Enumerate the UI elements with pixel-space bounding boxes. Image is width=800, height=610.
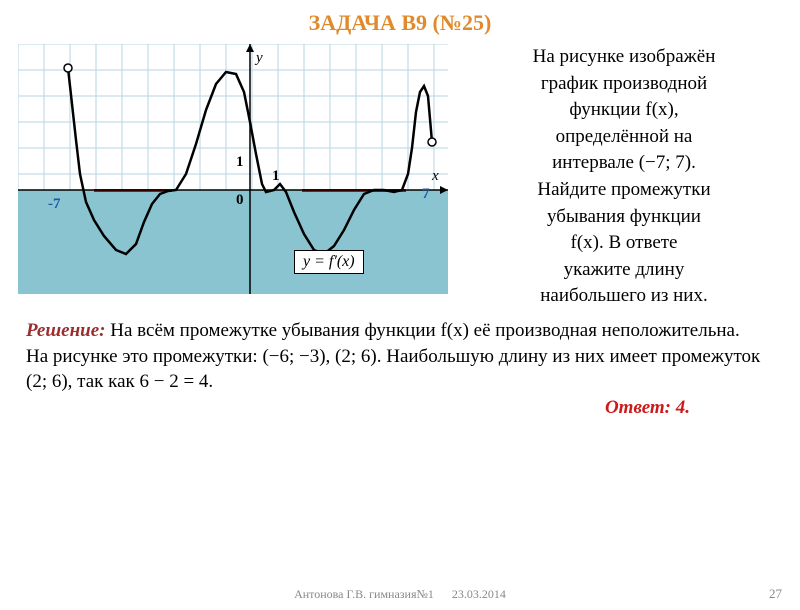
problem-line: На рисунке изображён [466,44,782,71]
problem-line: определённой на [466,124,782,151]
label-pos7: 7 [422,186,430,203]
label-neg7: -7 [48,196,61,213]
problem-statement: На рисунке изображён график производной … [448,44,782,310]
y-axis-label: y [256,50,263,67]
equation-box: y = f′(x) [294,250,364,274]
answer-label: Ответ: 4. [0,397,800,419]
problem-line: Найдите промежутки [466,177,782,204]
solution-text-1: На всём промежутке убывания функции f(x)… [106,320,740,341]
derivative-graph: y x 1 1 0 -7 7 y = f′(x) [18,44,448,294]
solution-label: Решение: [26,320,106,341]
label-one-y: 1 [236,154,244,171]
problem-line: график производной [466,71,782,98]
x-axis-label: x [432,168,439,185]
label-zero: 0 [236,192,244,209]
curve-svg [18,44,448,294]
problem-line: функции f(x), [466,97,782,124]
problem-line: интервале (−7; 7). [466,150,782,177]
problem-line: наибольшего из них. [466,283,782,310]
content-row: y x 1 1 0 -7 7 y = f′(x) На рисунке изоб… [0,44,800,310]
problem-line: убывания функции [466,204,782,231]
problem-line: укажите длину [466,257,782,284]
problem-line: f(x). В ответе [466,230,782,257]
solution-block: Решение: На всём промежутке убывания фун… [0,310,800,395]
label-one-x: 1 [272,168,280,185]
solution-text-2: На рисунке это промежутки: (−6; −3), (2;… [26,344,774,395]
page-title: ЗАДАЧА B9 (№25) [0,10,800,36]
